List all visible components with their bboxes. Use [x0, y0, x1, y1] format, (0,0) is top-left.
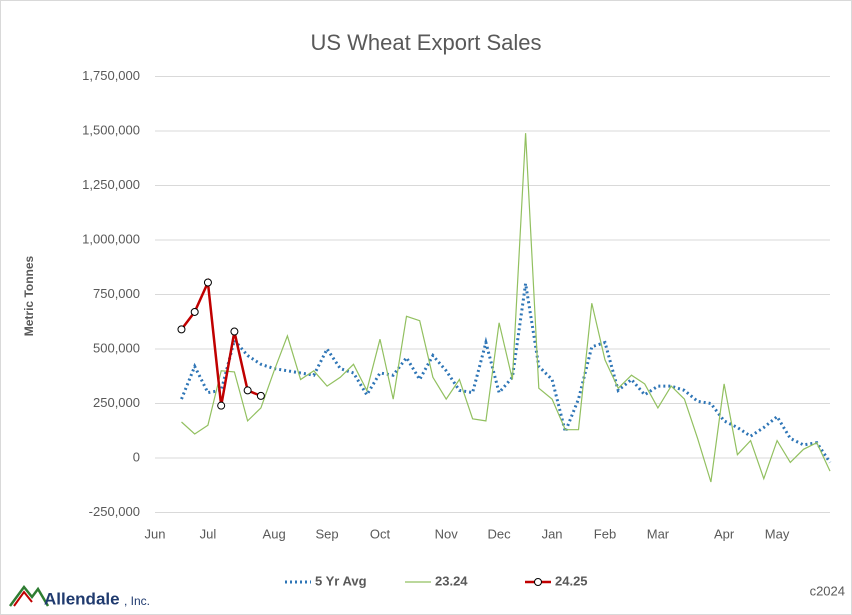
y-tick-label: 250,000 — [93, 395, 140, 410]
data-point — [256, 391, 265, 400]
footer-note: c2024 — [810, 583, 845, 598]
x-tick-label: Feb — [594, 526, 616, 541]
y-axis-label: Metric Tonnes — [22, 255, 36, 336]
series-line — [180, 283, 832, 464]
y-tick-label: 1,500,000 — [82, 122, 140, 137]
y-tick-label: 500,000 — [93, 340, 140, 355]
data-point — [177, 325, 186, 334]
y-tick-label: -250,000 — [89, 504, 140, 519]
brand-suffix: , Inc. — [124, 594, 150, 608]
y-tick-label: 750,000 — [93, 286, 140, 301]
x-tick-label: Jan — [542, 526, 563, 541]
legend-label: 24.25 — [555, 573, 588, 588]
data-point — [190, 307, 199, 316]
data-point — [203, 278, 212, 287]
x-tick-label: Nov — [435, 526, 459, 541]
logo-mark — [8, 584, 50, 607]
x-tick-label: Jun — [145, 526, 166, 541]
data-point — [230, 327, 239, 336]
x-tick-label: May — [765, 526, 790, 541]
y-tick-label: 0 — [133, 449, 140, 464]
y-tick-label: 1,750,000 — [82, 68, 140, 83]
x-tick-label: Mar — [647, 526, 670, 541]
x-tick-label: Sep — [315, 526, 338, 541]
logo: Allendale , Inc. — [8, 584, 150, 608]
x-tick-label: Aug — [263, 526, 286, 541]
data-point — [243, 386, 252, 395]
x-tick-label: Jul — [200, 526, 217, 541]
data-point — [217, 401, 226, 410]
chart-title: US Wheat Export Sales — [310, 30, 541, 55]
y-tick-label: 1,000,000 — [82, 231, 140, 246]
x-tick-label: Oct — [370, 526, 391, 541]
legend-label: 23.24 — [435, 573, 468, 588]
legend-label: 5 Yr Avg — [315, 573, 367, 588]
x-tick-label: Apr — [714, 526, 735, 541]
brand-name: Allendale — [44, 589, 120, 608]
logo-mark — [13, 590, 33, 607]
series-line — [181, 133, 831, 483]
y-tick-label: 1,250,000 — [82, 177, 140, 192]
x-tick-label: Dec — [488, 526, 512, 541]
legend-swatch — [534, 578, 542, 586]
